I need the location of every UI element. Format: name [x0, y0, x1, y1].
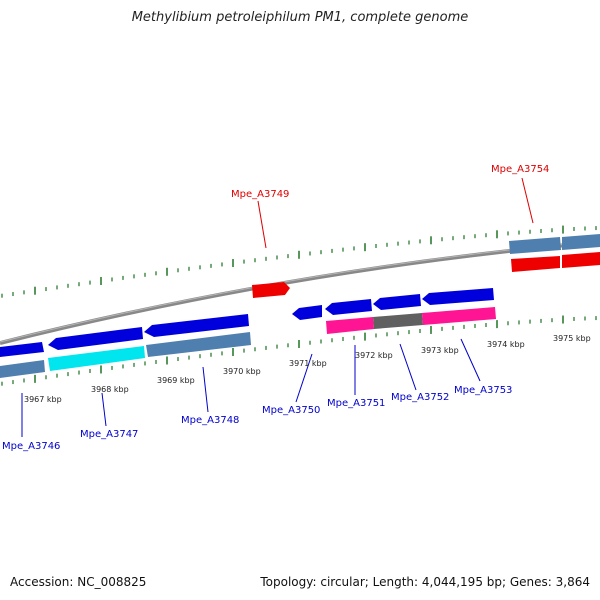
gene-arrow-mpe-a3748[interactable]: [144, 314, 249, 337]
gene-arrow-mpe-a3747[interactable]: [48, 327, 143, 350]
gene-label-mpe-a3750[interactable]: Mpe_A3750: [262, 405, 320, 416]
cog-bar-mpe-a3747: [48, 346, 145, 371]
gene-features: [0, 234, 600, 378]
genome-backbone-highlight: [0, 240, 600, 343]
gene-arrow-mpe-a3746[interactable]: [0, 342, 44, 357]
gene-arrow-mpe-a3752[interactable]: [373, 294, 421, 310]
cog-bar-mpe-a3748: [146, 332, 251, 357]
cog-bar-mpe-a3752: [373, 313, 423, 329]
scale-labels: 3967 kbp 3968 kbp 3969 kbp 3970 kbp 3971…: [24, 334, 591, 404]
cog-bar-mpe-a3746: [0, 360, 45, 378]
topology-label: Topology: circular; Length: 4,044,195 bp…: [260, 575, 590, 589]
cog-bar-mpe-a3751: [326, 317, 374, 334]
scale-label-3972: 3972 kbp: [355, 351, 393, 360]
gene-label-mpe-a3754[interactable]: Mpe_A3754: [491, 164, 549, 175]
cog-bar-mpe-a3754-cont: [562, 234, 600, 250]
scale-label-3967: 3967 kbp: [24, 395, 62, 404]
scale-label-3970: 3970 kbp: [223, 367, 261, 376]
gene-arrow-mpe-a3751[interactable]: [325, 299, 372, 315]
gene-label-mpe-a3749[interactable]: Mpe_A3749: [231, 189, 289, 200]
gene-label-mpe-a3748[interactable]: Mpe_A3748: [181, 415, 239, 426]
genome-title: Methylibium petroleiphilum PM1, complete…: [131, 10, 469, 25]
gene-arrow-mpe-a3750[interactable]: [292, 305, 322, 320]
gene-labels: Mpe_A3746 Mpe_A3747 Mpe_A3748 Mpe_A3749 …: [2, 164, 549, 452]
scale-label-3968: 3968 kbp: [91, 385, 129, 394]
scale-label-3969: 3969 kbp: [157, 376, 195, 385]
gene-arrow-mpe-a3754-cont: [562, 252, 600, 268]
gene-arrow-mpe-a3749[interactable]: [252, 282, 290, 298]
gene-label-mpe-a3746[interactable]: Mpe_A3746: [2, 441, 60, 452]
scale-label-3971: 3971 kbp: [289, 359, 327, 368]
upper-tick-row: [1, 225, 597, 298]
genome-backbone: [0, 240, 600, 345]
label-leaders: [21, 177, 534, 437]
gene-arrow-mpe-a3754[interactable]: [511, 256, 560, 272]
lower-tick-row: [1, 315, 597, 386]
scale-label-3973: 3973 kbp: [421, 346, 459, 355]
accession-label: Accession: NC_008825: [10, 575, 147, 589]
scale-label-3974: 3974 kbp: [487, 340, 525, 349]
gene-label-mpe-a3751[interactable]: Mpe_A3751: [327, 398, 385, 409]
gene-label-mpe-a3753[interactable]: Mpe_A3753: [454, 385, 512, 396]
scale-label-3975: 3975 kbp: [553, 334, 591, 343]
cog-bar-mpe-a3754: [509, 237, 561, 254]
gene-label-mpe-a3747[interactable]: Mpe_A3747: [80, 429, 138, 440]
gene-label-mpe-a3752[interactable]: Mpe_A3752: [391, 392, 449, 403]
gene-arrow-mpe-a3753[interactable]: [422, 288, 494, 305]
cog-bar-mpe-a3753: [422, 307, 496, 325]
